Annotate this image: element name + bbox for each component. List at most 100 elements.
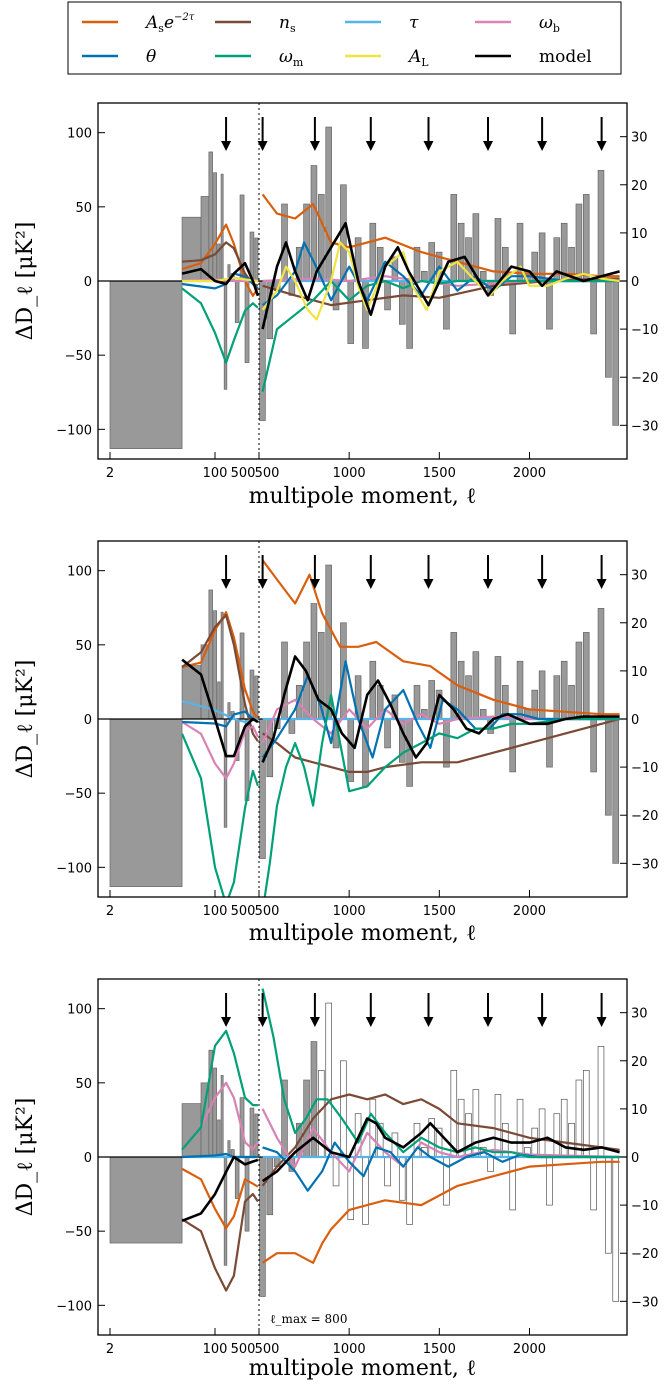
low-ell-bar: [220, 173, 224, 282]
series-line-low: [181, 1155, 259, 1223]
right-tick-label: 10: [631, 227, 648, 242]
peak-arrow-head: [537, 1017, 548, 1027]
series-line-low: [181, 658, 259, 758]
low-ell-bar: [109, 1156, 183, 1244]
right-tick-label: −10: [631, 761, 658, 776]
high-ell-bar: [340, 184, 347, 282]
low-ell-bar: [223, 280, 228, 390]
right-tick-label: −20: [631, 371, 658, 386]
high-ell-bar: [384, 280, 391, 311]
high-ell-bar: [494, 656, 502, 720]
x-tick-label: 1000: [333, 904, 366, 919]
x-tick-label: 2: [106, 466, 114, 481]
high-ell-bar: [259, 280, 266, 421]
x-tick-label: 1000: [333, 1342, 366, 1357]
low-ell-bar: [254, 237, 259, 282]
low-ell-bar: [254, 1113, 259, 1158]
high-ell-bar: [560, 660, 568, 720]
high-ell-bar: [509, 718, 516, 773]
x-tick-label: 500: [231, 1342, 256, 1357]
series-line-low: [181, 733, 259, 897]
high-ell-bar: [509, 1156, 516, 1211]
peak-arrow-head: [483, 579, 494, 589]
series-line-high: [261, 279, 620, 392]
right-tick-label: 30: [631, 131, 648, 146]
high-ell-bar: [472, 651, 480, 720]
x-tick-label: 1500: [423, 466, 456, 481]
x-tick-label: 1000: [333, 466, 366, 481]
low-ell-bar: [244, 1156, 250, 1232]
high-ell-bar: [612, 280, 619, 426]
high-ell-bar: [421, 271, 428, 282]
right-tick-label: 0: [631, 1151, 639, 1166]
legend-label-wb: ωb: [539, 13, 560, 35]
high-ell-bar: [465, 675, 472, 720]
high-ell-bar: [612, 718, 619, 864]
legend-label-AL: AL: [407, 47, 429, 69]
right-tick-label: −10: [631, 1199, 658, 1214]
y-tick-label: −50: [65, 1225, 92, 1240]
peak-arrow-head: [596, 141, 607, 151]
series-line-high: [261, 559, 620, 716]
high-ell-bar: [605, 1156, 612, 1254]
y-tick-label: 0: [84, 713, 92, 728]
high-ell-bar: [332, 1156, 340, 1187]
series-line-high: [261, 717, 620, 774]
series-line-high: [261, 1160, 620, 1264]
series-line-low: [182, 276, 259, 283]
high-ell-bar: [597, 1046, 605, 1158]
right-tick-label: 30: [631, 1007, 648, 1022]
peak-arrow-head: [537, 579, 548, 589]
peak-arrow-head: [221, 1017, 232, 1027]
high-ell-bar: [605, 718, 612, 816]
legend-label-model: model: [539, 47, 592, 67]
peak-arrow-head: [221, 141, 232, 151]
high-ell-bar: [288, 718, 296, 734]
peak-arrow-head: [257, 1017, 268, 1027]
series-line-low: [181, 614, 259, 742]
high-ell-bar: [450, 194, 458, 282]
high-ell-bar: [487, 1156, 494, 1172]
high-ell-bar: [590, 280, 597, 335]
low-ell-bar: [213, 1067, 217, 1158]
peak-arrow-head: [596, 1017, 607, 1027]
peak-arrow-head: [309, 1017, 320, 1027]
right-tick-label: −30: [631, 857, 658, 872]
low-ell-bar: [223, 718, 228, 828]
peak-arrow-head: [537, 141, 548, 151]
peak-arrow-head: [309, 579, 320, 589]
right-tick-label: 0: [631, 275, 639, 290]
high-ell-bar: [516, 660, 524, 720]
peak-arrow-head: [423, 579, 434, 589]
y-tick-label: 50: [75, 201, 92, 216]
peak-arrow-head: [596, 579, 607, 589]
legend-label-As: Ase−2τ: [144, 12, 195, 35]
right-tick-label: −30: [631, 1295, 658, 1310]
high-ell-bar: [443, 718, 450, 768]
high-ell-bar: [325, 1002, 332, 1158]
x-axis-title: multipole moment, ℓ: [249, 921, 477, 946]
ell-max-annotation: ℓ_max = 800: [270, 1312, 348, 1326]
high-ell-bar: [538, 1108, 546, 1158]
high-ell-bar: [597, 608, 605, 720]
high-ell-bar: [553, 1113, 561, 1158]
series-line-low: [181, 261, 260, 297]
x-tick-label: 500: [255, 904, 280, 919]
peak-arrow-head: [483, 141, 494, 151]
legend-label-tau: τ: [409, 13, 419, 33]
high-ell-bar: [325, 126, 332, 282]
y-tick-label: 100: [67, 565, 92, 580]
right-tick-label: 20: [631, 1055, 648, 1070]
high-ell-bar: [553, 675, 561, 720]
high-ell-bar: [310, 603, 318, 720]
high-ell-bar: [406, 280, 413, 349]
y-tick-label: 0: [84, 1151, 92, 1166]
series-line-high: [261, 655, 620, 763]
plot-area: [98, 979, 627, 1335]
high-ell-bar: [516, 1098, 524, 1158]
high-ell-bar: [590, 1156, 597, 1211]
low-ell-bar: [109, 280, 183, 449]
plot-area: [98, 541, 627, 897]
